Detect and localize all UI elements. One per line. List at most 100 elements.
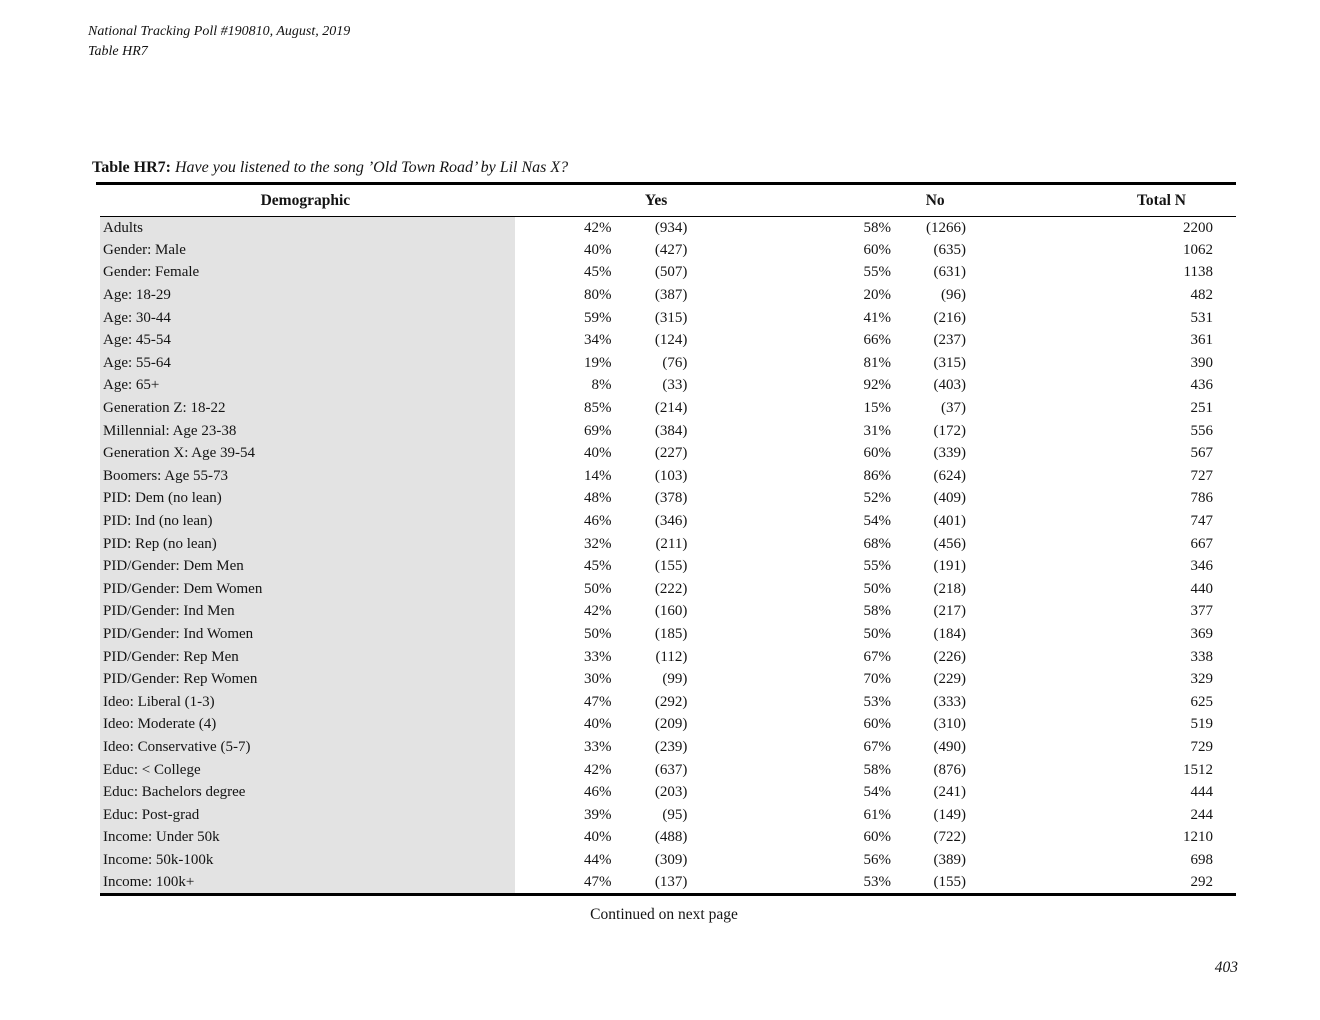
yes-count-cell: (309) [654,851,688,868]
no-percent-cell: 55% [863,558,892,575]
demographic-cell: PID/Gender: Rep Men [92,645,515,669]
demographic-cell: Age: 55-64 [92,352,515,375]
total-n-cell: 667 [1190,535,1214,552]
demographic-cell: Generation X: Age 39-54 [92,442,515,466]
yes-count-cell: (203) [654,784,688,801]
no-count-cell: (155) [933,873,966,890]
no-count-cell: (237) [933,332,966,349]
yes-percent-cell: 8% [591,377,612,394]
table-row: PID: Rep (no lean) 32% (211) 68% (456) 6… [92,532,1236,556]
no-percent-cell: 20% [863,287,892,304]
demographic-cell: PID/Gender: Ind Men [92,600,515,624]
total-n-cell: 698 [1190,851,1214,868]
demographic-cell: Boomers: Age 55-73 [92,465,515,488]
no-count-cell: (218) [933,580,966,597]
demographic-cell: Age: 65+ [92,374,515,398]
no-percent-cell: 54% [863,513,892,530]
no-percent-cell: 58% [863,603,892,620]
no-percent-cell: 54% [863,784,892,801]
table-row: Gender: Female 45% (507) 55% (631) 1138 [92,261,1236,285]
poll-id-line: National Tracking Poll #190810, August, … [88,24,351,39]
table-header-row: Demographic Yes No Total N [96,183,1236,217]
no-count-cell: (624) [933,467,966,484]
column-header-demographic: Demographic [96,183,515,217]
no-count-cell: (226) [933,648,966,665]
no-percent-cell: 67% [863,738,892,755]
no-count-cell: (172) [933,422,966,439]
demographic-cell: Millennial: Age 23-38 [92,419,515,443]
no-count-cell: (401) [933,513,966,530]
no-percent-cell: 41% [863,309,892,326]
no-percent-cell: 31% [863,422,892,439]
demographic-cell: PID: Ind (no lean) [92,510,515,533]
no-count-cell: (403) [933,377,966,394]
no-percent-cell: 52% [863,490,892,507]
yes-count-cell: (137) [654,873,688,890]
table-title: Table HR7: Have you listened to the song… [92,159,568,177]
table-row: Educ: Post-grad 39% (95) 61% (149) 244 [92,803,1236,827]
yes-percent-cell: 48% [584,490,612,507]
yes-percent-cell: 80% [584,287,612,304]
total-n-cell: 747 [1190,513,1214,530]
no-count-cell: (217) [933,603,966,620]
table-header: Demographic Yes No Total N [96,183,1236,217]
page-number: 403 [1214,959,1238,976]
total-n-cell: 1062 [1183,241,1213,258]
total-n-cell: 1512 [1183,761,1213,778]
table-row: Adults 42% (934) 58% (1266) 2200 [92,216,1236,240]
table-title-label: Table HR7: [92,159,171,176]
total-n-cell: 346 [1190,558,1214,575]
no-percent-cell: 67% [863,648,892,665]
total-n-cell: 1138 [1183,264,1213,281]
no-count-cell: (184) [933,625,966,642]
no-count-cell: (96) [940,287,966,304]
demographic-cell: PID/Gender: Dem Men [92,555,515,578]
no-count-cell: (333) [933,693,966,710]
table-row: PID/Gender: Ind Women 50% (185) 50% (184… [92,623,1236,646]
no-count-cell: (409) [933,490,966,507]
no-count-cell: (876) [933,761,966,778]
yes-percent-cell: 44% [584,851,612,868]
yes-count-cell: (76) [662,354,688,371]
demographic-cell: PID/Gender: Rep Women [92,668,515,691]
no-percent-cell: 61% [863,806,892,823]
yes-count-cell: (103) [654,467,688,484]
demographic-cell: Income: 50k-100k [92,849,515,872]
no-percent-cell: 60% [863,829,892,846]
table-row: Generation X: Age 39-54 40% (227) 60% (3… [92,442,1236,466]
yes-percent-cell: 42% [584,219,612,236]
no-count-cell: (310) [933,716,966,733]
total-n-cell: 440 [1190,580,1214,597]
yes-percent-cell: 69% [584,422,612,439]
total-n-cell: 567 [1190,445,1214,462]
yes-percent-cell: 42% [584,761,612,778]
table-row: PID/Gender: Rep Women 30% (99) 70% (229)… [92,668,1236,691]
total-n-cell: 244 [1190,806,1214,823]
yes-count-cell: (211) [655,535,688,552]
no-percent-cell: 55% [863,264,892,281]
table-row: PID: Dem (no lean) 48% (378) 52% (409) 7… [92,487,1236,511]
no-percent-cell: 68% [863,535,892,552]
no-count-cell: (490) [933,738,966,755]
table-row: Age: 18-29 80% (387) 20% (96) 482 [92,284,1236,307]
table-row: Educ: < College 42% (637) 58% (876) 1512 [92,758,1236,782]
total-n-cell: 369 [1190,625,1214,642]
no-percent-cell: 70% [863,671,892,688]
total-n-cell: 251 [1190,400,1214,417]
no-count-cell: (315) [933,354,966,371]
yes-percent-cell: 45% [584,558,612,575]
total-n-cell: 436 [1190,377,1214,394]
demographic-cell: PID: Dem (no lean) [92,487,515,511]
yes-percent-cell: 33% [584,738,612,755]
no-count-cell: (37) [940,400,966,417]
total-n-cell: 361 [1190,332,1214,349]
yes-count-cell: (637) [654,761,688,778]
yes-count-cell: (227) [654,445,688,462]
yes-percent-cell: 40% [584,829,612,846]
no-percent-cell: 60% [863,716,892,733]
demographic-cell: Income: Under 50k [92,826,515,850]
table-row: PID/Gender: Dem Men 45% (155) 55% (191) … [92,555,1236,578]
demographic-cell: Income: 100k+ [92,871,515,895]
yes-count-cell: (292) [654,693,688,710]
total-n-cell: 786 [1190,490,1214,507]
